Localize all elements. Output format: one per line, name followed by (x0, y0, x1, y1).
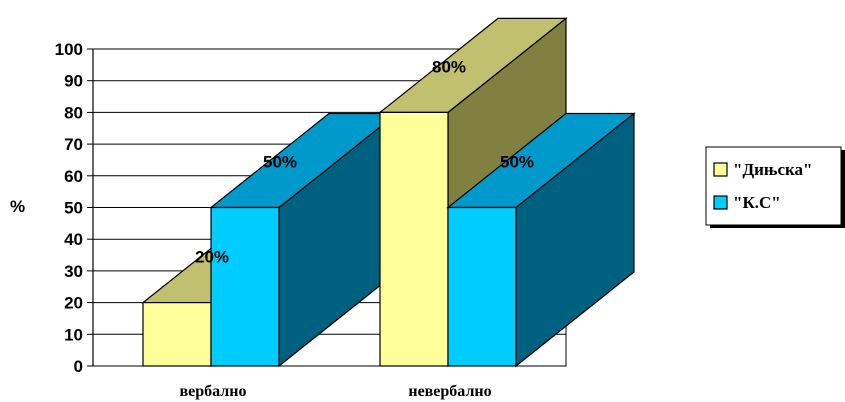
bar-front (210, 206, 280, 367)
y-tick-label: 90 (64, 72, 83, 91)
y-tick-label: 40 (64, 230, 83, 249)
legend-swatch (713, 195, 728, 210)
y-tick-label: 100 (55, 40, 83, 59)
y-tick-label: 70 (64, 135, 83, 154)
y-tick-label: 10 (64, 325, 83, 344)
bars-layer (141, 17, 636, 368)
legend-swatch (713, 162, 728, 177)
legend-label: "Дињска" (733, 160, 813, 179)
y-tick-label: 0 (74, 357, 83, 376)
axis-layer: % 0 10 20 30 40 50 60 70 80 90 100 вербално невербал… (10, 40, 492, 400)
bar-front (379, 111, 449, 367)
category-label: невербално (408, 383, 491, 400)
legend-box (705, 146, 842, 226)
bar-series2-cat1 (209, 112, 399, 368)
category-label: вербално (180, 383, 247, 400)
legend: "Дињска" "К.С" (705, 146, 845, 228)
y-tick-label: 60 (64, 167, 83, 186)
y-tick-label: 20 (64, 294, 83, 313)
data-label: 20% (195, 248, 229, 267)
data-label: 80% (432, 57, 466, 76)
bar-front (142, 302, 212, 367)
data-label: 50% (500, 153, 534, 172)
bar-series2-cat2 (446, 112, 636, 368)
bar-front (447, 206, 517, 367)
y-tick-label: 50 (64, 199, 83, 218)
y-axis-label: % (10, 197, 25, 216)
legend-label: "К.С" (733, 193, 781, 212)
data-label: 50% (263, 153, 297, 172)
labels-layer: 20% 50% 80% 50% (195, 57, 534, 266)
y-tick-label: 30 (64, 262, 83, 281)
y-tick-label: 80 (64, 103, 83, 122)
